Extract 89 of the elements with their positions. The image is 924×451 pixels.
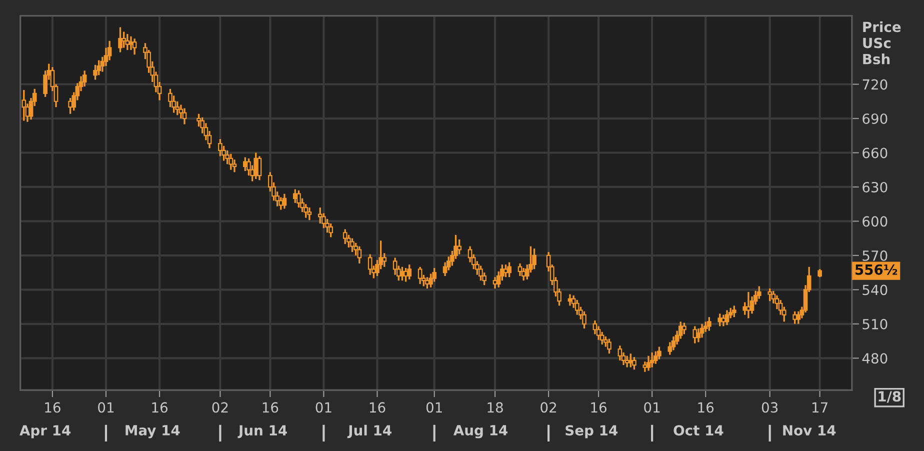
- x-tick-label: 16: [45, 402, 60, 413]
- x2-tick-label: Aug 14: [453, 425, 508, 438]
- x-tick-label: 03: [762, 402, 778, 413]
- candlestick: [368, 253, 372, 276]
- candlestick: [646, 355, 651, 372]
- y-tick-label: 570: [862, 250, 888, 261]
- candlestick: [342, 228, 348, 245]
- x2-tick-label: Apr 14: [20, 425, 71, 438]
- candlestick: [118, 26, 122, 54]
- candlestick: [657, 346, 662, 360]
- x-tick-label: 16: [152, 402, 168, 413]
- candlestick: [418, 266, 422, 285]
- candlestick: [257, 155, 262, 181]
- candlestick: [128, 35, 134, 51]
- x-tick-label: 01: [316, 402, 332, 413]
- x-tick-label: 16: [262, 402, 278, 413]
- candlestick: [582, 310, 586, 330]
- candlestick: [328, 222, 333, 238]
- candlestick: [618, 344, 622, 362]
- y-tick-label: 540: [862, 284, 888, 296]
- x-tick-label: 01: [644, 402, 660, 413]
- candlestick: [742, 301, 748, 316]
- y-axis-title: Price USc Bsh: [863, 21, 901, 64]
- candlestick: [254, 152, 258, 180]
- candlestick: [532, 248, 536, 270]
- x-tick-label: 02: [540, 402, 556, 413]
- candlestick: [628, 352, 633, 368]
- candlestick: [282, 192, 287, 210]
- candlestick: [318, 206, 322, 224]
- candlestick: [125, 33, 130, 51]
- text: 1/8: [878, 391, 901, 403]
- candlestick: [407, 264, 412, 280]
- candlestick: [122, 30, 126, 49]
- candlestick: [718, 312, 722, 328]
- x-tick-label: 18: [488, 402, 503, 413]
- candlestick: [607, 338, 612, 354]
- y-tick-label: 600: [862, 216, 888, 227]
- candlestick: [707, 316, 712, 332]
- candlestick: [350, 237, 354, 253]
- candlestick: [93, 64, 98, 81]
- candlestick: [307, 206, 312, 221]
- candlestick: [650, 352, 654, 368]
- candlestick: [746, 291, 751, 320]
- x-tick-label: 01: [98, 402, 114, 413]
- candlestick: [682, 322, 686, 336]
- candlestick: [792, 310, 797, 325]
- candlestick: [768, 288, 772, 302]
- candlestick: [632, 356, 636, 370]
- candlestick: [624, 355, 630, 368]
- candlestick: [457, 238, 462, 256]
- candlestick: [82, 70, 87, 88]
- candlestick: [574, 299, 580, 316]
- x2-tick-label: May 14: [126, 425, 180, 438]
- x2-tick-label: Oct 14: [674, 425, 724, 436]
- x-tick-label: 02: [212, 402, 228, 413]
- candlestick: [724, 309, 730, 326]
- annotation: 556½: [855, 264, 898, 275]
- x2-tick-label: Sep 14: [566, 425, 618, 438]
- x-tick-label: 01: [426, 402, 442, 413]
- candlestick: [296, 190, 301, 208]
- x2-tick-label: Nov 14: [783, 425, 836, 436]
- y-tick-label: 690: [862, 113, 888, 124]
- candlestick: [692, 325, 698, 344]
- candlestick: [732, 304, 736, 318]
- x-tick-label: 17: [812, 402, 828, 412]
- x2-tick-label: Jul 14: [347, 424, 392, 438]
- x-tick-label: 16: [698, 402, 714, 413]
- candlestick: [382, 252, 387, 268]
- candlestick: [796, 310, 801, 325]
- candlestick: [700, 323, 704, 338]
- candlestick: [696, 328, 701, 344]
- y-tick-label: 480: [862, 353, 888, 364]
- candlestick: [218, 138, 222, 157]
- y-tick-label: 660: [862, 148, 888, 158]
- y-tick-label: 720: [862, 79, 888, 90]
- y-tick-label: 510: [862, 318, 888, 330]
- candlestick: [357, 245, 362, 264]
- x-tick-label: 16: [370, 402, 386, 413]
- candlestick: [518, 262, 522, 277]
- candlestick: [478, 264, 483, 282]
- candlestick: [507, 261, 512, 278]
- candlestick: [653, 350, 658, 365]
- x2-tick-label: Jun 14: [238, 425, 287, 438]
- candlestick: [96, 59, 102, 76]
- candlestick: [182, 107, 187, 126]
- y-tick-label: 630: [862, 182, 888, 192]
- candlestick: [132, 38, 137, 56]
- candlestick: [228, 153, 234, 171]
- x-tick-label: 16: [591, 402, 606, 413]
